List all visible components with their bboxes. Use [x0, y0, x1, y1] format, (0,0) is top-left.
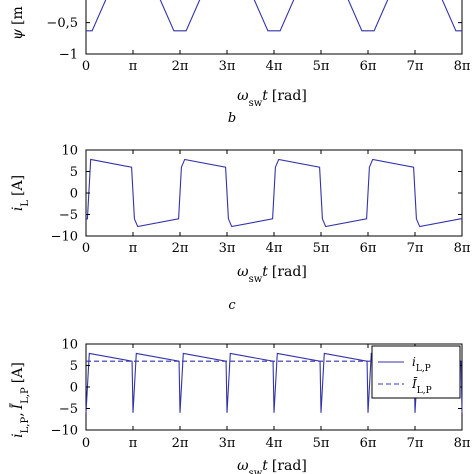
- plot-frame: [85, 0, 463, 55]
- x-tick-label: 3π: [219, 241, 236, 256]
- x-tick-label: π: [129, 241, 138, 256]
- x-tick-label: 3π: [219, 59, 236, 74]
- y-tick-label: 5: [70, 359, 78, 374]
- legend: iL,P ĪL,P: [371, 345, 461, 399]
- x-tick-label: 6π: [360, 59, 377, 74]
- x-tick-label: 8π: [454, 436, 471, 451]
- y-tick-label: 10: [61, 338, 78, 353]
- y-tick-label: −5: [59, 402, 78, 417]
- y-tick-label: 0: [70, 187, 78, 202]
- y-tick-label: 0: [70, 381, 78, 396]
- y-tick-label: 5: [70, 165, 78, 180]
- y-tick-label: −10: [51, 230, 78, 245]
- y-tick-label: −5: [59, 208, 78, 223]
- y-axis-label: iL[A]: [10, 175, 31, 211]
- x-tick-label: π: [129, 436, 138, 451]
- x-tick-label: 8π: [454, 241, 471, 256]
- series-line: [86, 0, 462, 32]
- x-tick-label: 0: [82, 241, 90, 256]
- y-axis-label: iL,P,ĪL,P[A]: [8, 362, 31, 438]
- panel-current-LP: 0 π 2π 3π 4π 5π 6π 7π 8π 10 5 0 −5 −10 iL,P,ĪL,P[A] ω…: [8, 338, 471, 474]
- x-axis-label: ωswt [rad]: [237, 458, 307, 474]
- x-tick-label: 7π: [407, 59, 424, 74]
- x-tick-label: 6π: [360, 241, 377, 256]
- legend-label: ĪL,P: [411, 376, 432, 396]
- x-tick-label: 6π: [360, 436, 377, 451]
- x-tick-label: 3π: [219, 436, 236, 451]
- panel-current-L: 0 π 2π 3π 4π 5π 6π 7π 8π 10 5 0 −5 −10 iL[A] ωswt [rad…: [10, 144, 471, 314]
- x-tick-label: 8π: [454, 59, 471, 74]
- legend-box: [371, 345, 461, 399]
- y-axis-label: ψ[m: [10, 6, 26, 40]
- y-tick-label: −1: [59, 48, 78, 63]
- panel-tag-b: b: [228, 111, 236, 126]
- panel-psi: 0π2π3π4π5π6π7π8π0−0,5−1 ψ[m ωswt[rad] b: [10, 0, 471, 126]
- x-tick-label: 2π: [172, 436, 189, 451]
- x-tick-label: 5π: [313, 59, 330, 74]
- y-tick-label: −0,5: [46, 16, 78, 31]
- x-tick-label: 2π: [172, 241, 189, 256]
- x-tick-label: 0: [82, 59, 90, 74]
- y-tick-label: −10: [51, 424, 78, 439]
- y-tick-label: 10: [61, 144, 78, 159]
- x-axis-label: ωswt [rad]: [237, 88, 307, 109]
- x-tick-label: π: [129, 59, 138, 74]
- x-tick-label: 7π: [407, 241, 424, 256]
- x-tick-label: 7π: [407, 436, 424, 451]
- panel-tag-c: c: [228, 298, 236, 313]
- x-tick-label: 5π: [313, 241, 330, 256]
- x-axis-label: ωswt [rad]: [237, 264, 307, 285]
- x-tick-label: 2π: [172, 59, 189, 74]
- x-tick-label: 4π: [266, 436, 283, 451]
- legend-label: iL,P: [412, 355, 431, 374]
- x-tick-label: 0: [82, 436, 90, 451]
- x-tick-label: 4π: [266, 59, 283, 74]
- x-tick-label: 5π: [313, 436, 330, 451]
- x-tick-label: 4π: [266, 241, 283, 256]
- series-line: [86, 158, 462, 228]
